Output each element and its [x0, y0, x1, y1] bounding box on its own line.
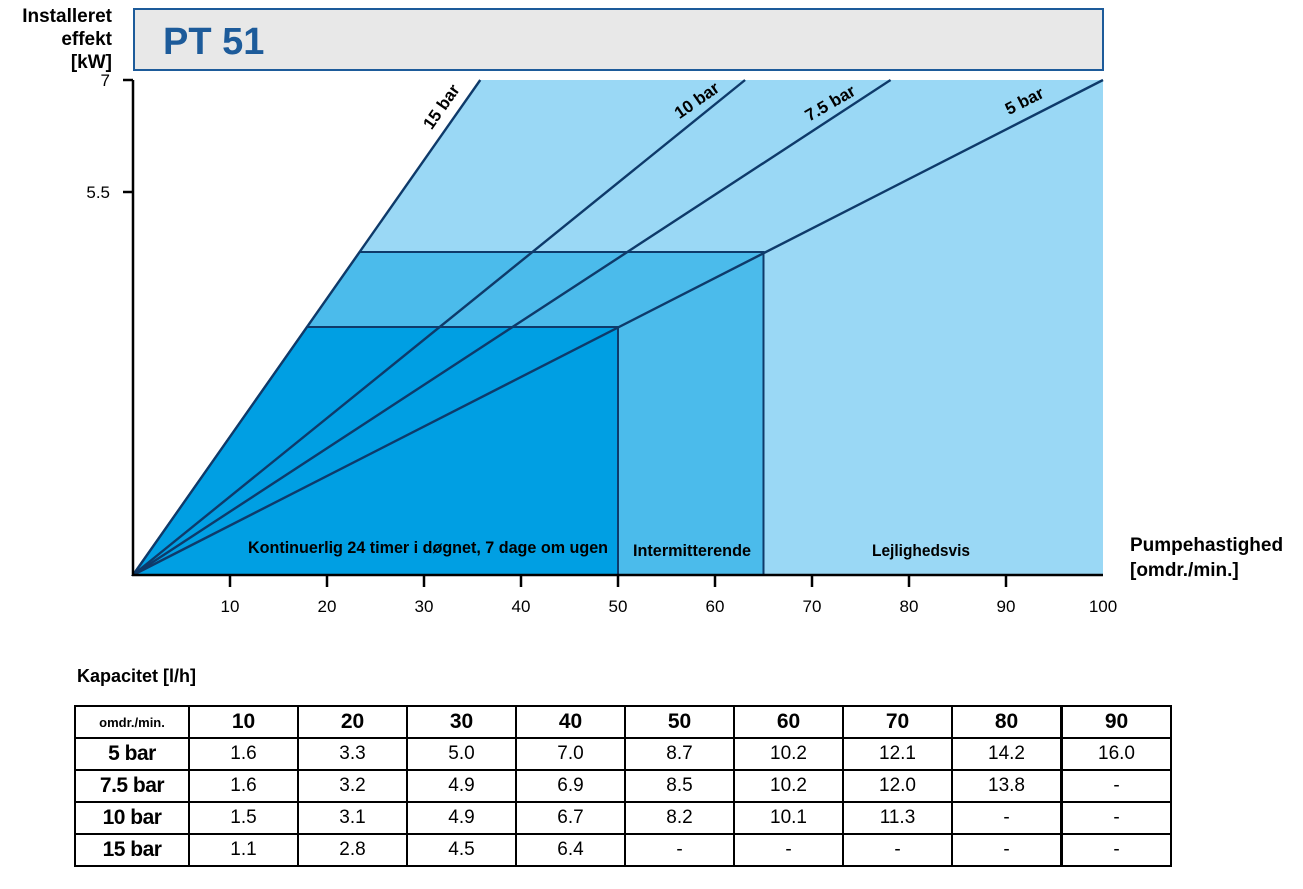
capacity-col-header: 70 [842, 705, 953, 739]
table-cell: 6.9 [515, 769, 626, 803]
x-tick-label: 100 [1089, 597, 1117, 616]
table-cell: 1.6 [188, 737, 299, 771]
table-cell: 1.6 [188, 769, 299, 803]
table-cell: 16.0 [1060, 737, 1172, 771]
x-axis-title-line: Pumpehastighed [1130, 535, 1284, 556]
capacity-col-header: 20 [297, 705, 408, 739]
x-tick-label: 60 [706, 597, 725, 616]
table-cell: 6.7 [515, 801, 626, 835]
series-line [132, 79, 746, 576]
table-cell: 10.2 [733, 737, 844, 771]
x-tick-label: 50 [609, 597, 628, 616]
table-cell: 10.2 [733, 769, 844, 803]
row-label: 10 bar [74, 801, 190, 835]
table-cell: 8.5 [624, 769, 735, 803]
table-cell: - [624, 833, 735, 867]
y-tick-label: 7 [101, 71, 110, 90]
x-tick-label: 90 [997, 597, 1016, 616]
table-cell: 13.8 [951, 769, 1063, 803]
table-row: 7.5 bar 1.6 3.2 4.9 6.9 8.5 10.2 12.0 13… [74, 769, 1172, 803]
row-label: 15 bar [74, 833, 190, 867]
x-axis-title-line: [omdr./min.] [1130, 560, 1239, 581]
capacity-col-header: 10 [188, 705, 299, 739]
table-row: 5 bar 1.6 3.3 5.0 7.0 8.7 10.2 12.1 14.2… [74, 737, 1172, 771]
table-cell: - [951, 833, 1063, 867]
x-tick-label: 10 [221, 597, 240, 616]
table-cell: 8.7 [624, 737, 735, 771]
y-tick-label: 5.5 [86, 183, 110, 202]
table-cell: - [1060, 769, 1172, 803]
x-tick-label: 80 [900, 597, 919, 616]
table-cell: 1.1 [188, 833, 299, 867]
row-label: 7.5 bar [74, 769, 190, 803]
series-line [132, 78, 1104, 577]
table-cell: - [951, 801, 1063, 835]
table-cell: 3.3 [297, 737, 408, 771]
y-axis-title-line: [kW] [70, 52, 112, 73]
table-cell: 12.1 [842, 737, 953, 771]
capacity-col-header: 80 [951, 705, 1063, 739]
capacity-col-header: 90 [1060, 705, 1172, 739]
table-cell: 5.0 [406, 737, 517, 771]
capacity-col-header: 30 [406, 705, 517, 739]
capacity-table: omdr./min. 10 20 30 40 50 60 70 80 90 5 … [74, 705, 1172, 867]
chart-title: PT 51 [163, 21, 264, 63]
capacity-title: Kapacitet [l/h] [77, 666, 197, 686]
capacity-header-row: omdr./min. 10 20 30 40 50 60 70 80 90 [74, 705, 1172, 739]
capacity-col-header: 40 [515, 705, 626, 739]
region-label: Intermitterende [633, 541, 751, 560]
region-label: Kontinuerlig 24 timer i døgnet, 7 dage o… [248, 538, 608, 557]
table-cell: 10.1 [733, 801, 844, 835]
table-row: 15 bar 1.1 2.8 4.5 6.4 - - - - - [74, 833, 1172, 867]
table-cell: 4.5 [406, 833, 517, 867]
table-cell: - [842, 833, 953, 867]
table-cell: 4.9 [406, 769, 517, 803]
x-tick-label: 20 [318, 597, 337, 616]
table-cell: 1.5 [188, 801, 299, 835]
table-cell: 7.0 [515, 737, 626, 771]
table-cell: - [1060, 833, 1172, 867]
x-tick-label: 70 [803, 597, 822, 616]
table-cell: 3.1 [297, 801, 408, 835]
table-row: 10 bar 1.5 3.1 4.9 6.7 8.2 10.1 11.3 - - [74, 801, 1172, 835]
title-box [133, 8, 1104, 71]
table-cell: 4.9 [406, 801, 517, 835]
capacity-col-header: 60 [733, 705, 844, 739]
table-cell: 8.2 [624, 801, 735, 835]
series-line [132, 79, 482, 576]
capacity-col-header: 50 [624, 705, 735, 739]
table-cell: 11.3 [842, 801, 953, 835]
table-cell: 3.2 [297, 769, 408, 803]
table-cell: - [733, 833, 844, 867]
series-line [132, 78, 892, 577]
y-axis-title-line: effekt [61, 29, 112, 50]
table-cell: 14.2 [951, 737, 1063, 771]
table-cell: 2.8 [297, 833, 408, 867]
x-axis-title: Pumpehastighed [omdr./min.] [1130, 533, 1283, 583]
table-cell: 12.0 [842, 769, 953, 803]
region-label: Lejlighedsvis [872, 541, 970, 560]
row-label: 5 bar [74, 737, 190, 771]
x-tick-label: 40 [512, 597, 531, 616]
y-axis-title-line: Installeret [22, 6, 112, 27]
y-axis-title: Installeret effekt [kW] [0, 5, 112, 74]
capacity-corner-label: omdr./min. [74, 705, 190, 739]
table-cell: - [1060, 801, 1172, 835]
x-tick-label: 30 [415, 597, 434, 616]
table-cell: 6.4 [515, 833, 626, 867]
